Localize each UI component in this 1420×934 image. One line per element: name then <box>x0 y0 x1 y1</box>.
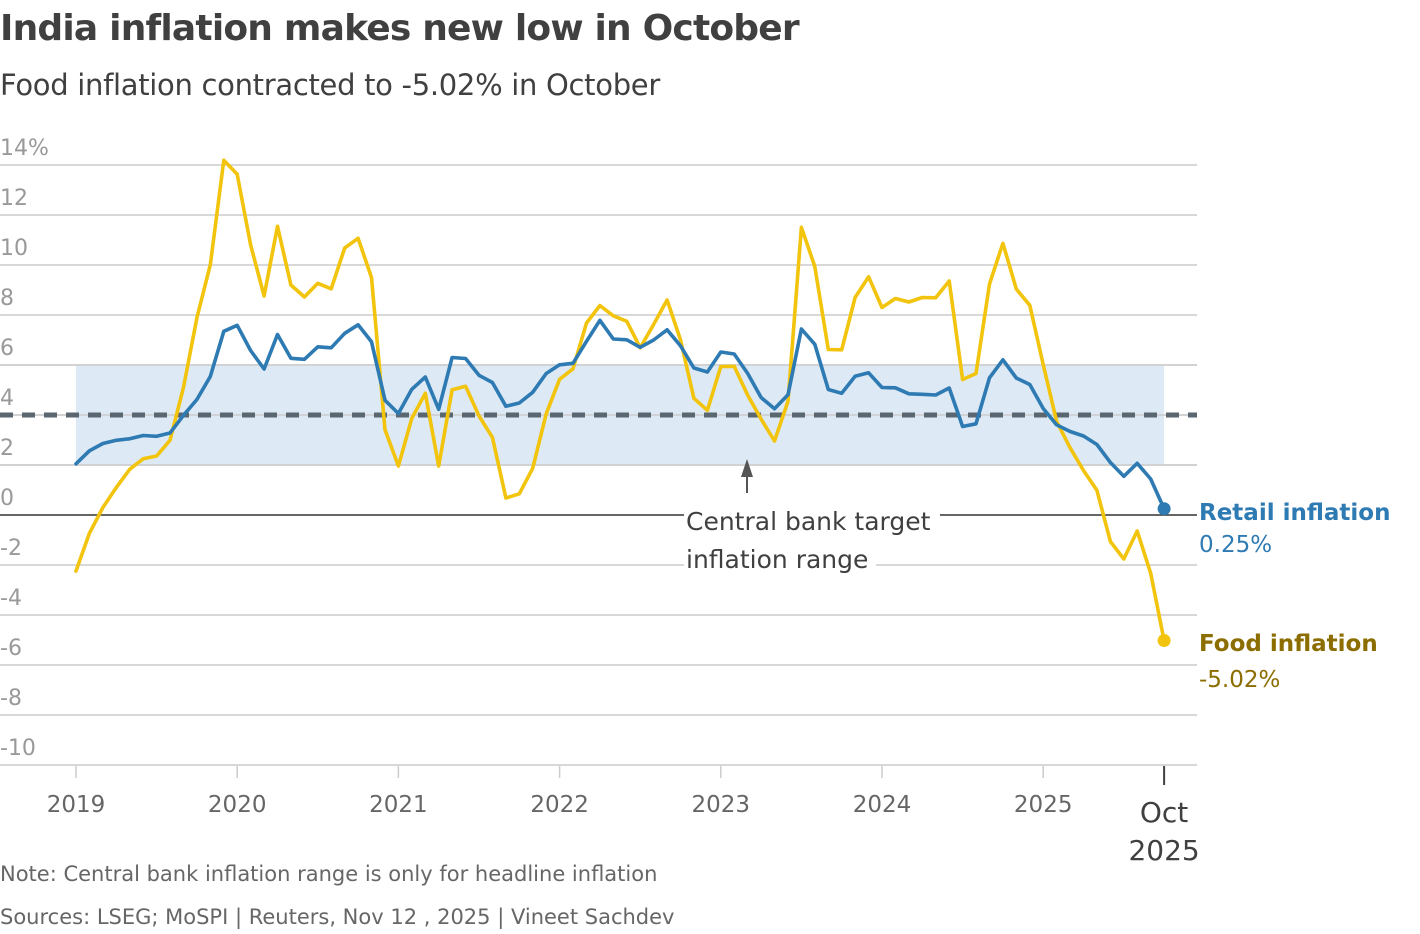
y-tick-label: 0 <box>0 486 14 511</box>
annotation-halo <box>684 502 940 536</box>
food-inflation-label: Food inflation <box>1199 631 1378 657</box>
x-tick-label: 2025 <box>1014 792 1073 818</box>
chart-note: Note: Central bank inflation range is on… <box>0 862 658 886</box>
chart-sources: Sources: LSEG; MoSPI | Reuters, Nov 12 ,… <box>0 905 675 929</box>
retail-inflation-value: 0.25% <box>1199 532 1272 558</box>
x-tick-label: 2024 <box>853 792 912 818</box>
annotation-halo <box>684 542 876 576</box>
retail-inflation-end-dot <box>1157 502 1171 516</box>
y-tick-label: 10 <box>0 236 28 261</box>
x-tick-label: 2020 <box>208 792 267 818</box>
chart-subtitle: Food inflation contracted to -5.02% in O… <box>0 68 660 102</box>
y-tick-label: -4 <box>0 586 22 611</box>
x-tick-label-last: Oct <box>1140 796 1188 829</box>
y-tick-label: -2 <box>0 536 22 561</box>
target-range-annotation: Central bank target inflation range <box>684 459 940 576</box>
y-tick-label: -10 <box>0 736 36 761</box>
food-inflation-line <box>74 158 1166 643</box>
retail-inflation-label: Retail inflation <box>1199 500 1390 526</box>
y-tick-label: 14% <box>0 136 49 161</box>
x-axis-ticks: 2019 2020 2021 2022 2023 2024 2025 Oct 2025 <box>47 766 1200 867</box>
y-tick-label: -8 <box>0 686 22 711</box>
retail-inflation-line <box>74 318 1166 511</box>
y-tick-label: 12 <box>0 186 28 211</box>
target-range-label: inflation range <box>686 545 868 574</box>
y-tick-label: 2 <box>0 436 14 461</box>
x-tick-label-last: 2025 <box>1128 834 1199 867</box>
target-range-label: Central bank target <box>686 507 931 536</box>
x-tick-label: 2021 <box>369 792 428 818</box>
series-lines <box>74 158 1171 647</box>
y-tick-label: -6 <box>0 636 22 661</box>
x-tick-label: 2019 <box>47 792 106 818</box>
food-inflation-end-dot <box>1157 634 1171 647</box>
chart-title: India inflation makes new low in October <box>0 8 800 49</box>
y-tick-label: 4 <box>0 386 14 411</box>
x-tick-label: 2023 <box>692 792 751 818</box>
series-end-labels: Retail inflation 0.25% Food inflation -5.02… <box>1199 500 1390 693</box>
annotation-arrow-head-icon <box>741 459 753 477</box>
y-tick-label: 6 <box>0 336 14 361</box>
x-tick-label: 2022 <box>530 792 589 818</box>
y-tick-label: 8 <box>0 286 14 311</box>
food-inflation-value: -5.02% <box>1199 667 1280 693</box>
y-axis-ticks: 14% 12 10 8 6 4 2 0 -2 -4 -6 -8 -10 <box>0 136 49 761</box>
